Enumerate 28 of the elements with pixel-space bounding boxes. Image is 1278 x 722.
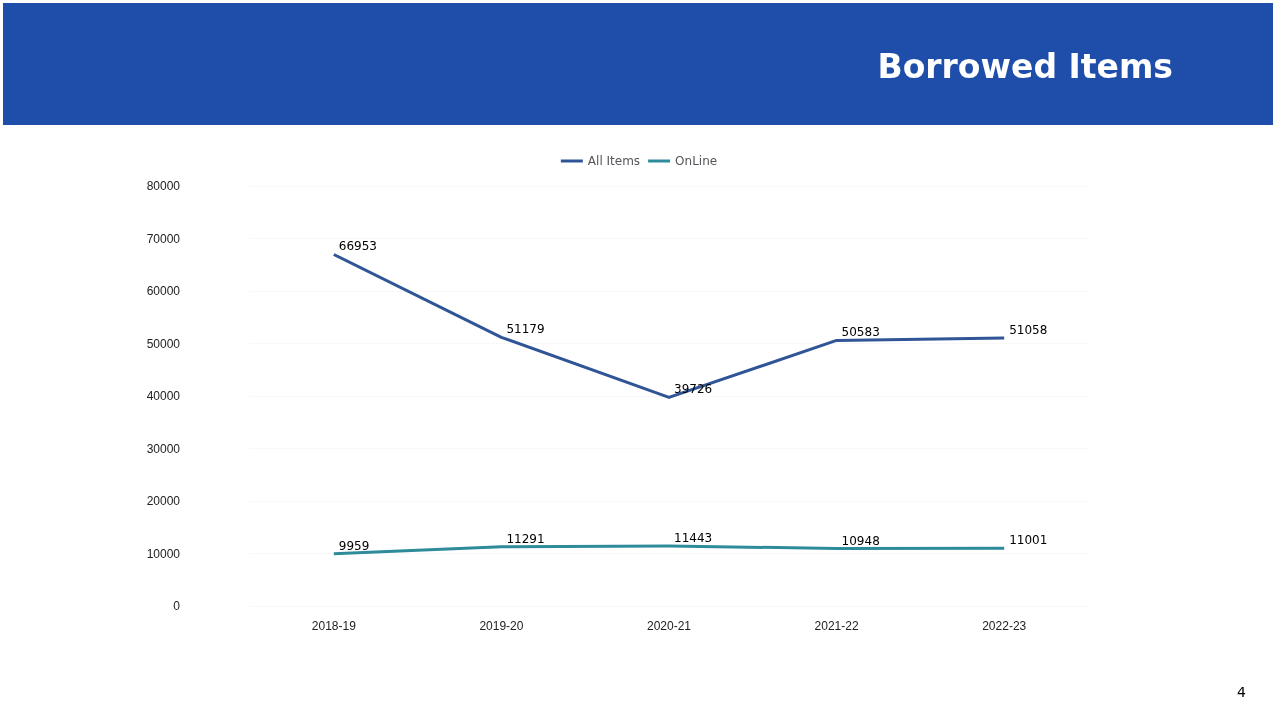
y-tick-label: 40000	[146, 389, 181, 403]
x-tick-label: 2020-21	[646, 619, 692, 633]
data-label: 66953	[338, 239, 377, 254]
data-label: 11291	[506, 531, 545, 546]
x-tick-label: 2019-20	[479, 619, 524, 633]
chart-title: Borrowed Items	[877, 47, 1173, 86]
y-tick-label: 80000	[146, 179, 181, 193]
y-tick-label: 10000	[146, 546, 181, 561]
legend-label: OnLine	[675, 154, 718, 168]
y-tick-label: 20000	[146, 494, 181, 508]
text: 4	[1237, 684, 1246, 700]
data-label: 11001	[1009, 533, 1048, 548]
x-tick-label: 2021-22	[814, 619, 859, 633]
line-series	[332, 253, 1006, 399]
y-tick-label: 30000	[146, 441, 181, 456]
x-tick-label: 2018-19	[311, 619, 357, 633]
data-label: 10948	[841, 533, 880, 548]
data-label: 51058	[1009, 322, 1048, 337]
data-label: 50583	[841, 325, 880, 340]
data-label: 51179	[506, 322, 545, 337]
y-tick-label: 50000	[146, 336, 181, 351]
y-tick-label: 60000	[146, 284, 181, 298]
data-label: 11443	[674, 530, 713, 545]
x-tick-label: 2022-23	[982, 619, 1027, 633]
y-tick-label: 70000	[146, 231, 181, 246]
data-label: 9959	[338, 538, 370, 553]
legend-label: All Items	[587, 154, 641, 168]
y-tick-label: 0	[173, 599, 181, 613]
